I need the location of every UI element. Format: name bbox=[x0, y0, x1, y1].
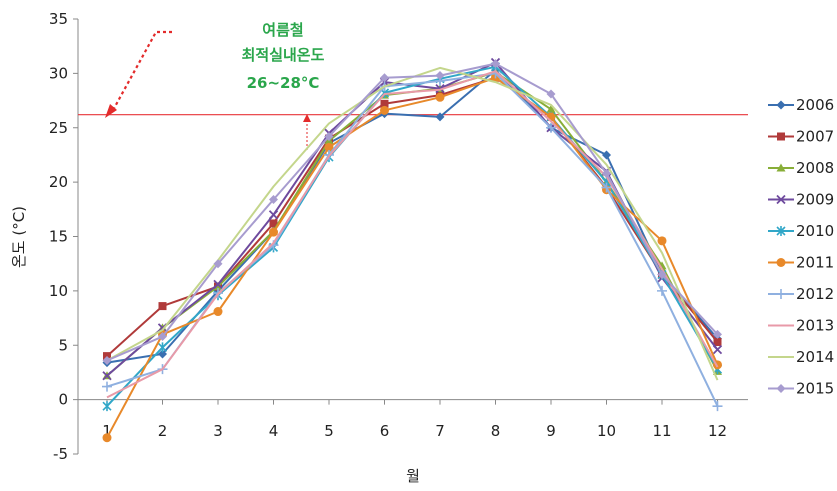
x-tick-label: 8 bbox=[491, 422, 501, 440]
x-axis-title: 월 bbox=[406, 467, 420, 485]
x-tick-label: 1 bbox=[102, 422, 112, 440]
data-point-2008 bbox=[546, 104, 556, 113]
legend-label-2013: 2013 bbox=[796, 317, 834, 335]
legend-label-2009: 2009 bbox=[796, 191, 834, 209]
series-line-2013 bbox=[106, 70, 719, 399]
data-point-2011 bbox=[380, 105, 389, 115]
x-tick-label: 6 bbox=[380, 422, 390, 440]
y-tick-label: 25 bbox=[49, 119, 68, 137]
data-point-2010 bbox=[102, 401, 112, 412]
legend-label-2015: 2015 bbox=[796, 380, 834, 398]
data-point-2009 bbox=[268, 210, 279, 220]
series-line-2007 bbox=[106, 76, 719, 357]
data-point-2009 bbox=[102, 371, 112, 381]
series-line-2006 bbox=[106, 69, 719, 364]
legend-label-2011: 2011 bbox=[796, 254, 834, 272]
legend-marker-2012 bbox=[776, 289, 786, 299]
data-point-2012 bbox=[601, 182, 612, 193]
legend-label-2010: 2010 bbox=[796, 222, 834, 240]
data-point-2015 bbox=[213, 259, 223, 269]
y-tick-label: -5 bbox=[53, 445, 68, 463]
y-tick-label: 10 bbox=[49, 282, 68, 300]
data-point-2007 bbox=[269, 219, 278, 228]
legend-label-2007: 2007 bbox=[796, 128, 834, 146]
data-point-2011 bbox=[435, 92, 445, 102]
series-line-2010 bbox=[106, 65, 719, 407]
annotation-arrow bbox=[111, 30, 172, 113]
data-point-2006 bbox=[435, 112, 445, 122]
data-point-2009 bbox=[435, 83, 445, 94]
x-tick-label: 9 bbox=[546, 422, 556, 440]
legend-marker-2006 bbox=[776, 100, 786, 110]
data-point-2015 bbox=[324, 131, 334, 141]
y-tick-label: 15 bbox=[49, 228, 68, 246]
legend-marker-2007 bbox=[777, 132, 785, 141]
series-line-2015 bbox=[106, 62, 719, 362]
data-point-2008 bbox=[213, 282, 223, 291]
y-tick-label: 20 bbox=[49, 173, 68, 191]
legend-marker-2010 bbox=[776, 226, 786, 236]
data-point-2009 bbox=[712, 344, 723, 355]
legend-marker-2011 bbox=[776, 258, 786, 267]
series-line-2012 bbox=[106, 72, 719, 407]
legend-label-2014: 2014 bbox=[796, 348, 834, 366]
data-point-2015 bbox=[158, 332, 167, 342]
y-tick-label: 5 bbox=[58, 336, 68, 354]
data-point-2007 bbox=[158, 302, 167, 311]
data-point-2015 bbox=[713, 329, 722, 339]
data-point-2011 bbox=[324, 142, 334, 152]
data-point-2011 bbox=[213, 307, 223, 317]
annotation-text-line: 여름철 bbox=[262, 21, 303, 39]
annotation-text-line: 26~28°C bbox=[247, 74, 320, 92]
x-tick-label: 5 bbox=[324, 422, 334, 440]
y-tick-label: 0 bbox=[58, 391, 68, 409]
x-tick-label: 3 bbox=[213, 422, 223, 440]
data-point-2015 bbox=[380, 73, 389, 83]
x-tick-label: 10 bbox=[597, 422, 616, 440]
x-tick-label: 7 bbox=[435, 422, 445, 440]
data-point-2008 bbox=[657, 261, 667, 270]
data-point-2010 bbox=[157, 342, 168, 353]
data-point-2012 bbox=[102, 381, 112, 392]
legend-label-2006: 2006 bbox=[796, 96, 834, 114]
x-tick-label: 11 bbox=[652, 422, 671, 440]
legend-marker-2009 bbox=[776, 194, 786, 205]
data-point-2006 bbox=[158, 349, 167, 359]
legend-label-2008: 2008 bbox=[796, 159, 834, 177]
x-tick-label: 4 bbox=[269, 422, 279, 440]
data-point-2015 bbox=[435, 71, 445, 81]
data-point-2006 bbox=[602, 150, 611, 160]
data-point-2011 bbox=[269, 227, 278, 237]
data-point-2015 bbox=[491, 59, 500, 69]
annotation-arrowhead bbox=[105, 104, 117, 118]
data-point-2015 bbox=[102, 355, 112, 365]
x-tick-label: 12 bbox=[708, 422, 727, 440]
x-tick-label: 2 bbox=[158, 422, 168, 440]
annotation-text-line: 최적실내온도 bbox=[242, 46, 325, 64]
legend-label-2012: 2012 bbox=[796, 285, 834, 303]
data-point-2012 bbox=[712, 401, 723, 412]
data-point-2015 bbox=[269, 195, 278, 205]
data-point-2011 bbox=[657, 236, 667, 246]
legend-marker-2015 bbox=[776, 384, 786, 393]
data-point-2015 bbox=[546, 89, 556, 99]
data-point-2012 bbox=[657, 285, 667, 296]
data-point-2007 bbox=[380, 99, 389, 108]
data-point-2011 bbox=[102, 433, 112, 443]
range-marker-head bbox=[303, 114, 311, 122]
legend-marker-2008 bbox=[776, 163, 786, 172]
data-point-2012 bbox=[546, 122, 556, 133]
series-line-2011 bbox=[106, 76, 719, 439]
data-point-2015 bbox=[602, 168, 611, 178]
y-tick-label: 35 bbox=[49, 10, 68, 28]
data-point-2007 bbox=[713, 337, 722, 346]
y-axis-title: 온도 (°C) bbox=[10, 206, 28, 268]
data-point-2009 bbox=[213, 279, 223, 289]
y-tick-label: 30 bbox=[49, 64, 68, 82]
data-point-2015 bbox=[657, 270, 667, 280]
